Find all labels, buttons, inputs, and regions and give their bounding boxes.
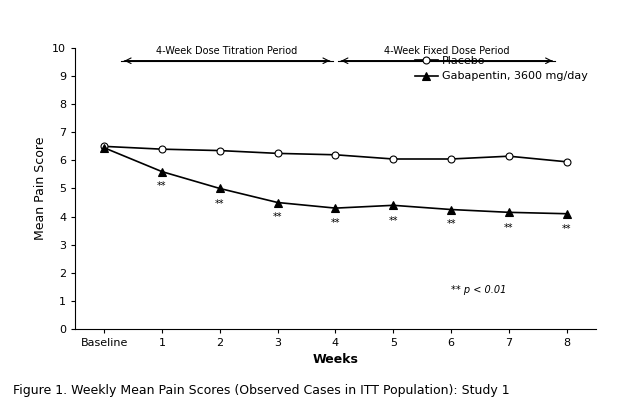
Text: ** p < 0.01: ** p < 0.01 [451, 285, 507, 295]
X-axis label: Weeks: Weeks [312, 353, 359, 367]
Text: Figure 1. Weekly Mean Pain Scores (Observed Cases in ITT Population): Study 1: Figure 1. Weekly Mean Pain Scores (Obser… [13, 384, 509, 397]
Placebo [274, 151, 282, 156]
Gabapentin, 3600 mg/day [158, 169, 166, 174]
Text: **: ** [157, 182, 167, 191]
Text: **: ** [389, 216, 398, 226]
Placebo [100, 144, 108, 149]
Placebo [389, 157, 397, 162]
Placebo [505, 154, 513, 159]
Gabapentin, 3600 mg/day [447, 207, 455, 212]
Gabapentin, 3600 mg/day [389, 203, 397, 208]
Text: **: ** [446, 219, 456, 229]
Gabapentin, 3600 mg/day [563, 211, 571, 216]
Gabapentin, 3600 mg/day [505, 210, 513, 215]
Placebo [447, 157, 455, 162]
Gabapentin, 3600 mg/day [100, 146, 108, 150]
Text: **: ** [562, 224, 571, 233]
Gabapentin, 3600 mg/day [274, 200, 282, 205]
Placebo [332, 152, 339, 157]
Gabapentin, 3600 mg/day [332, 206, 339, 211]
Text: 4-Week Dose Titration Period: 4-Week Dose Titration Period [156, 46, 298, 56]
Text: **: ** [273, 213, 282, 222]
Placebo [158, 147, 166, 152]
Line: Gabapentin, 3600 mg/day: Gabapentin, 3600 mg/day [100, 144, 571, 218]
Legend: Placebo, Gabapentin, 3600 mg/day: Placebo, Gabapentin, 3600 mg/day [411, 51, 593, 86]
Text: **: ** [504, 223, 514, 233]
Gabapentin, 3600 mg/day [216, 186, 224, 191]
Text: **: ** [330, 218, 340, 228]
Text: 4-Week Fixed Dose Period: 4-Week Fixed Dose Period [384, 46, 510, 56]
Line: Placebo: Placebo [101, 143, 570, 165]
Placebo [563, 160, 571, 164]
Y-axis label: Mean Pain Score: Mean Pain Score [34, 137, 46, 240]
Text: **: ** [215, 199, 224, 209]
Placebo [216, 148, 224, 153]
